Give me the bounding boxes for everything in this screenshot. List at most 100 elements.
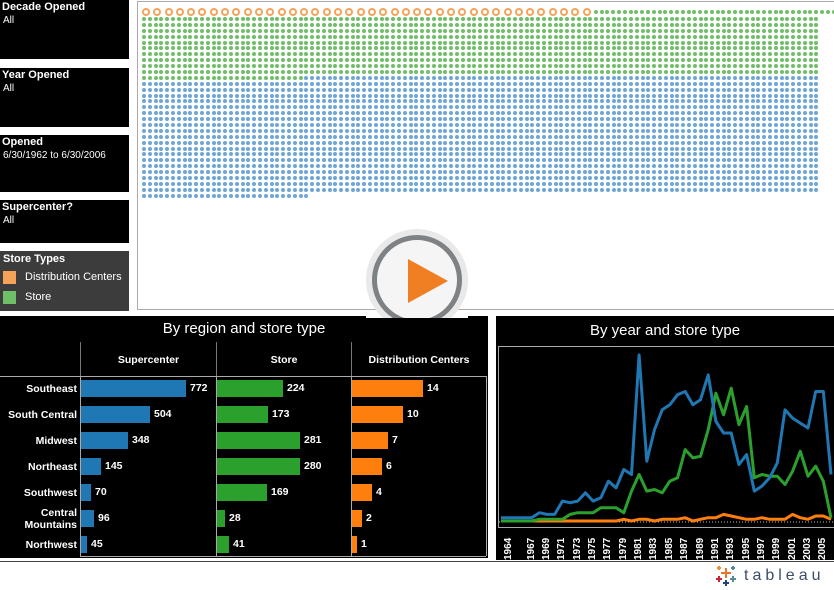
store-mark[interactable] [414, 22, 419, 27]
bar-store[interactable] [217, 458, 300, 475]
supercenter-mark[interactable] [721, 75, 726, 80]
supercenter-mark[interactable] [385, 170, 390, 175]
store-mark[interactable] [327, 28, 332, 33]
supercenter-mark[interactable] [223, 181, 228, 186]
supercenter-mark[interactable] [246, 134, 251, 139]
store-mark[interactable] [414, 64, 419, 69]
supercenter-mark[interactable] [449, 187, 454, 192]
supercenter-mark[interactable] [362, 93, 367, 98]
store-mark[interactable] [339, 28, 344, 33]
supercenter-mark[interactable] [565, 99, 570, 104]
store-mark[interactable] [762, 40, 767, 45]
store-mark[interactable] [692, 70, 697, 75]
store-mark[interactable] [744, 9, 749, 14]
supercenter-mark[interactable] [327, 75, 332, 80]
supercenter-mark[interactable] [315, 75, 320, 80]
supercenter-mark[interactable] [252, 134, 257, 139]
store-mark[interactable] [756, 70, 761, 75]
store-mark[interactable] [269, 52, 274, 57]
supercenter-mark[interactable] [617, 81, 622, 86]
store-mark[interactable] [368, 34, 373, 39]
supercenter-mark[interactable] [675, 105, 680, 110]
supercenter-mark[interactable] [733, 187, 738, 192]
store-mark[interactable] [576, 46, 581, 51]
supercenter-mark[interactable] [263, 105, 268, 110]
store-mark[interactable] [327, 17, 332, 21]
supercenter-mark[interactable] [779, 170, 784, 175]
store-mark[interactable] [223, 64, 228, 69]
supercenter-mark[interactable] [449, 93, 454, 98]
store-mark[interactable] [286, 52, 291, 57]
supercenter-mark[interactable] [165, 128, 170, 133]
supercenter-mark[interactable] [373, 170, 378, 175]
supercenter-mark[interactable] [275, 176, 280, 181]
store-mark[interactable] [188, 40, 193, 45]
store-mark[interactable] [599, 52, 604, 57]
distribution-center-mark[interactable] [187, 7, 196, 16]
supercenter-mark[interactable] [449, 152, 454, 157]
supercenter-mark[interactable] [768, 111, 773, 116]
store-mark[interactable] [727, 17, 732, 21]
supercenter-mark[interactable] [750, 81, 755, 86]
supercenter-mark[interactable] [739, 158, 744, 163]
store-mark[interactable] [391, 52, 396, 57]
supercenter-mark[interactable] [484, 87, 489, 92]
supercenter-mark[interactable] [379, 75, 384, 80]
supercenter-mark[interactable] [541, 134, 546, 139]
supercenter-mark[interactable] [385, 81, 390, 86]
store-mark[interactable] [536, 46, 541, 51]
supercenter-mark[interactable] [663, 140, 668, 145]
store-mark[interactable] [368, 58, 373, 63]
supercenter-mark[interactable] [489, 146, 494, 151]
supercenter-mark[interactable] [205, 99, 210, 104]
supercenter-mark[interactable] [321, 99, 326, 104]
store-mark[interactable] [495, 34, 500, 39]
store-mark[interactable] [246, 70, 251, 75]
store-mark[interactable] [501, 64, 506, 69]
supercenter-mark[interactable] [368, 164, 373, 169]
supercenter-mark[interactable] [628, 117, 633, 122]
store-mark[interactable] [408, 28, 413, 33]
supercenter-mark[interactable] [675, 123, 680, 128]
supercenter-mark[interactable] [559, 75, 564, 80]
supercenter-mark[interactable] [165, 99, 170, 104]
store-mark[interactable] [576, 40, 581, 45]
store-mark[interactable] [281, 22, 286, 27]
supercenter-mark[interactable] [182, 164, 187, 169]
store-mark[interactable] [426, 58, 431, 63]
supercenter-mark[interactable] [275, 187, 280, 192]
store-mark[interactable] [460, 52, 465, 57]
store-mark[interactable] [159, 28, 164, 33]
supercenter-mark[interactable] [327, 128, 332, 133]
bar-supercenter[interactable] [81, 510, 94, 527]
supercenter-mark[interactable] [455, 123, 460, 128]
store-mark[interactable] [588, 34, 593, 39]
supercenter-mark[interactable] [350, 81, 355, 86]
supercenter-mark[interactable] [153, 152, 158, 157]
store-mark[interactable] [785, 52, 790, 57]
supercenter-mark[interactable] [669, 105, 674, 110]
store-mark[interactable] [165, 40, 170, 45]
store-mark[interactable] [599, 22, 604, 27]
store-mark[interactable] [298, 58, 303, 63]
supercenter-mark[interactable] [223, 93, 228, 98]
supercenter-mark[interactable] [240, 146, 245, 151]
supercenter-mark[interactable] [628, 158, 633, 163]
supercenter-mark[interactable] [310, 181, 315, 186]
store-mark[interactable] [495, 58, 500, 63]
supercenter-mark[interactable] [455, 170, 460, 175]
supercenter-mark[interactable] [768, 105, 773, 110]
store-mark[interactable] [611, 58, 616, 63]
supercenter-mark[interactable] [710, 99, 715, 104]
supercenter-mark[interactable] [339, 134, 344, 139]
supercenter-mark[interactable] [362, 105, 367, 110]
supercenter-mark[interactable] [623, 87, 628, 92]
store-mark[interactable] [431, 17, 436, 21]
supercenter-mark[interactable] [402, 105, 407, 110]
supercenter-mark[interactable] [205, 117, 210, 122]
store-mark[interactable] [182, 34, 187, 39]
store-mark[interactable] [414, 40, 419, 45]
supercenter-mark[interactable] [698, 128, 703, 133]
store-mark[interactable] [767, 9, 772, 14]
supercenter-mark[interactable] [478, 93, 483, 98]
